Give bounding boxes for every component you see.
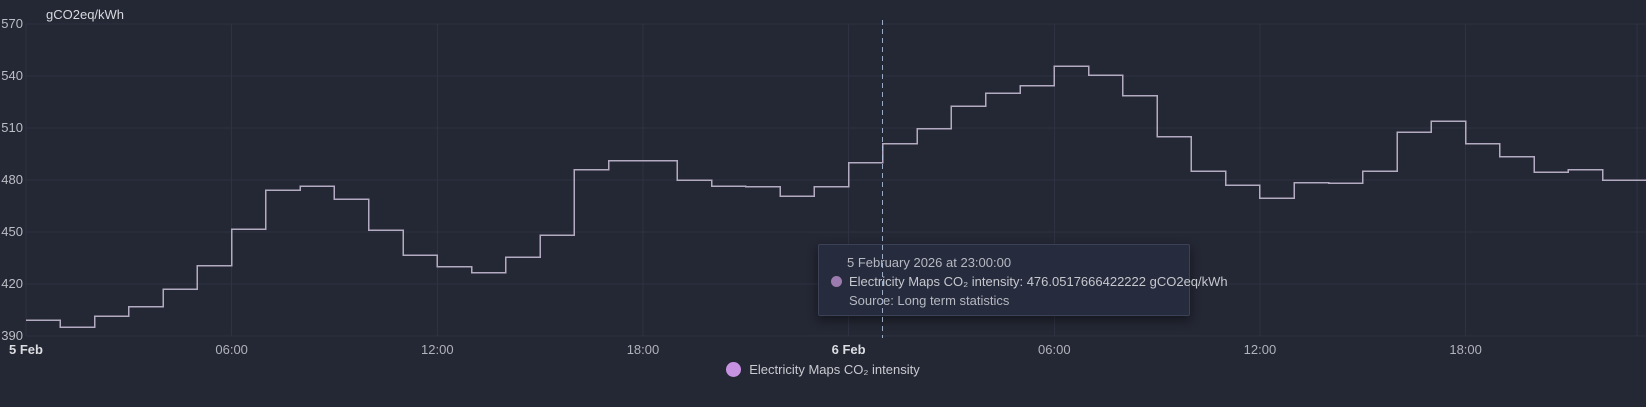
tooltip-source: Source: Long term statistics [849,293,1010,308]
x-tick-label: 12:00 [1243,342,1277,357]
y-tick-label: 570 [1,16,23,31]
x-tick-label: 6 Feb [831,342,866,357]
y-tick-label: 390 [1,328,23,343]
tooltip: 5 February 2026 at 23:00:00 Electricity … [818,244,1228,316]
legend: Electricity Maps CO₂ intensity [0,355,1646,383]
legend-series-marker-icon [726,361,742,377]
series-marker-icon [831,276,842,287]
x-tick-label: 18:00 [1449,342,1482,357]
y-tick-label: 510 [1,120,23,135]
y-tick-label: 540 [1,68,23,83]
x-tick-label: 06:00 [1038,342,1071,357]
x-tick-label: 06:00 [215,342,248,357]
series-step-line [26,65,1646,329]
y-tick-label: 420 [1,276,23,291]
x-tick-label: 12:00 [421,342,454,357]
legend-series-label: Electricity Maps CO₂ intensity [749,361,920,377]
cursor-line [882,20,883,338]
tooltip-series-row: Electricity Maps CO₂ intensity: 476.0517… [831,272,1228,291]
x-tick-label: 5 Feb [9,342,43,357]
y-tick-label: 480 [1,172,23,187]
tooltip-timestamp: 5 February 2026 at 23:00:00 [847,255,1012,270]
y-tick-label: 450 [1,224,23,239]
y-axis-unit-label: gCO2eq/kWh [46,7,125,22]
tooltip-series-value: Electricity Maps CO₂ intensity: 476.0517… [849,274,1228,289]
legend-item[interactable]: Electricity Maps CO₂ intensity [726,361,920,377]
x-tick-label: 18:00 [626,342,660,357]
